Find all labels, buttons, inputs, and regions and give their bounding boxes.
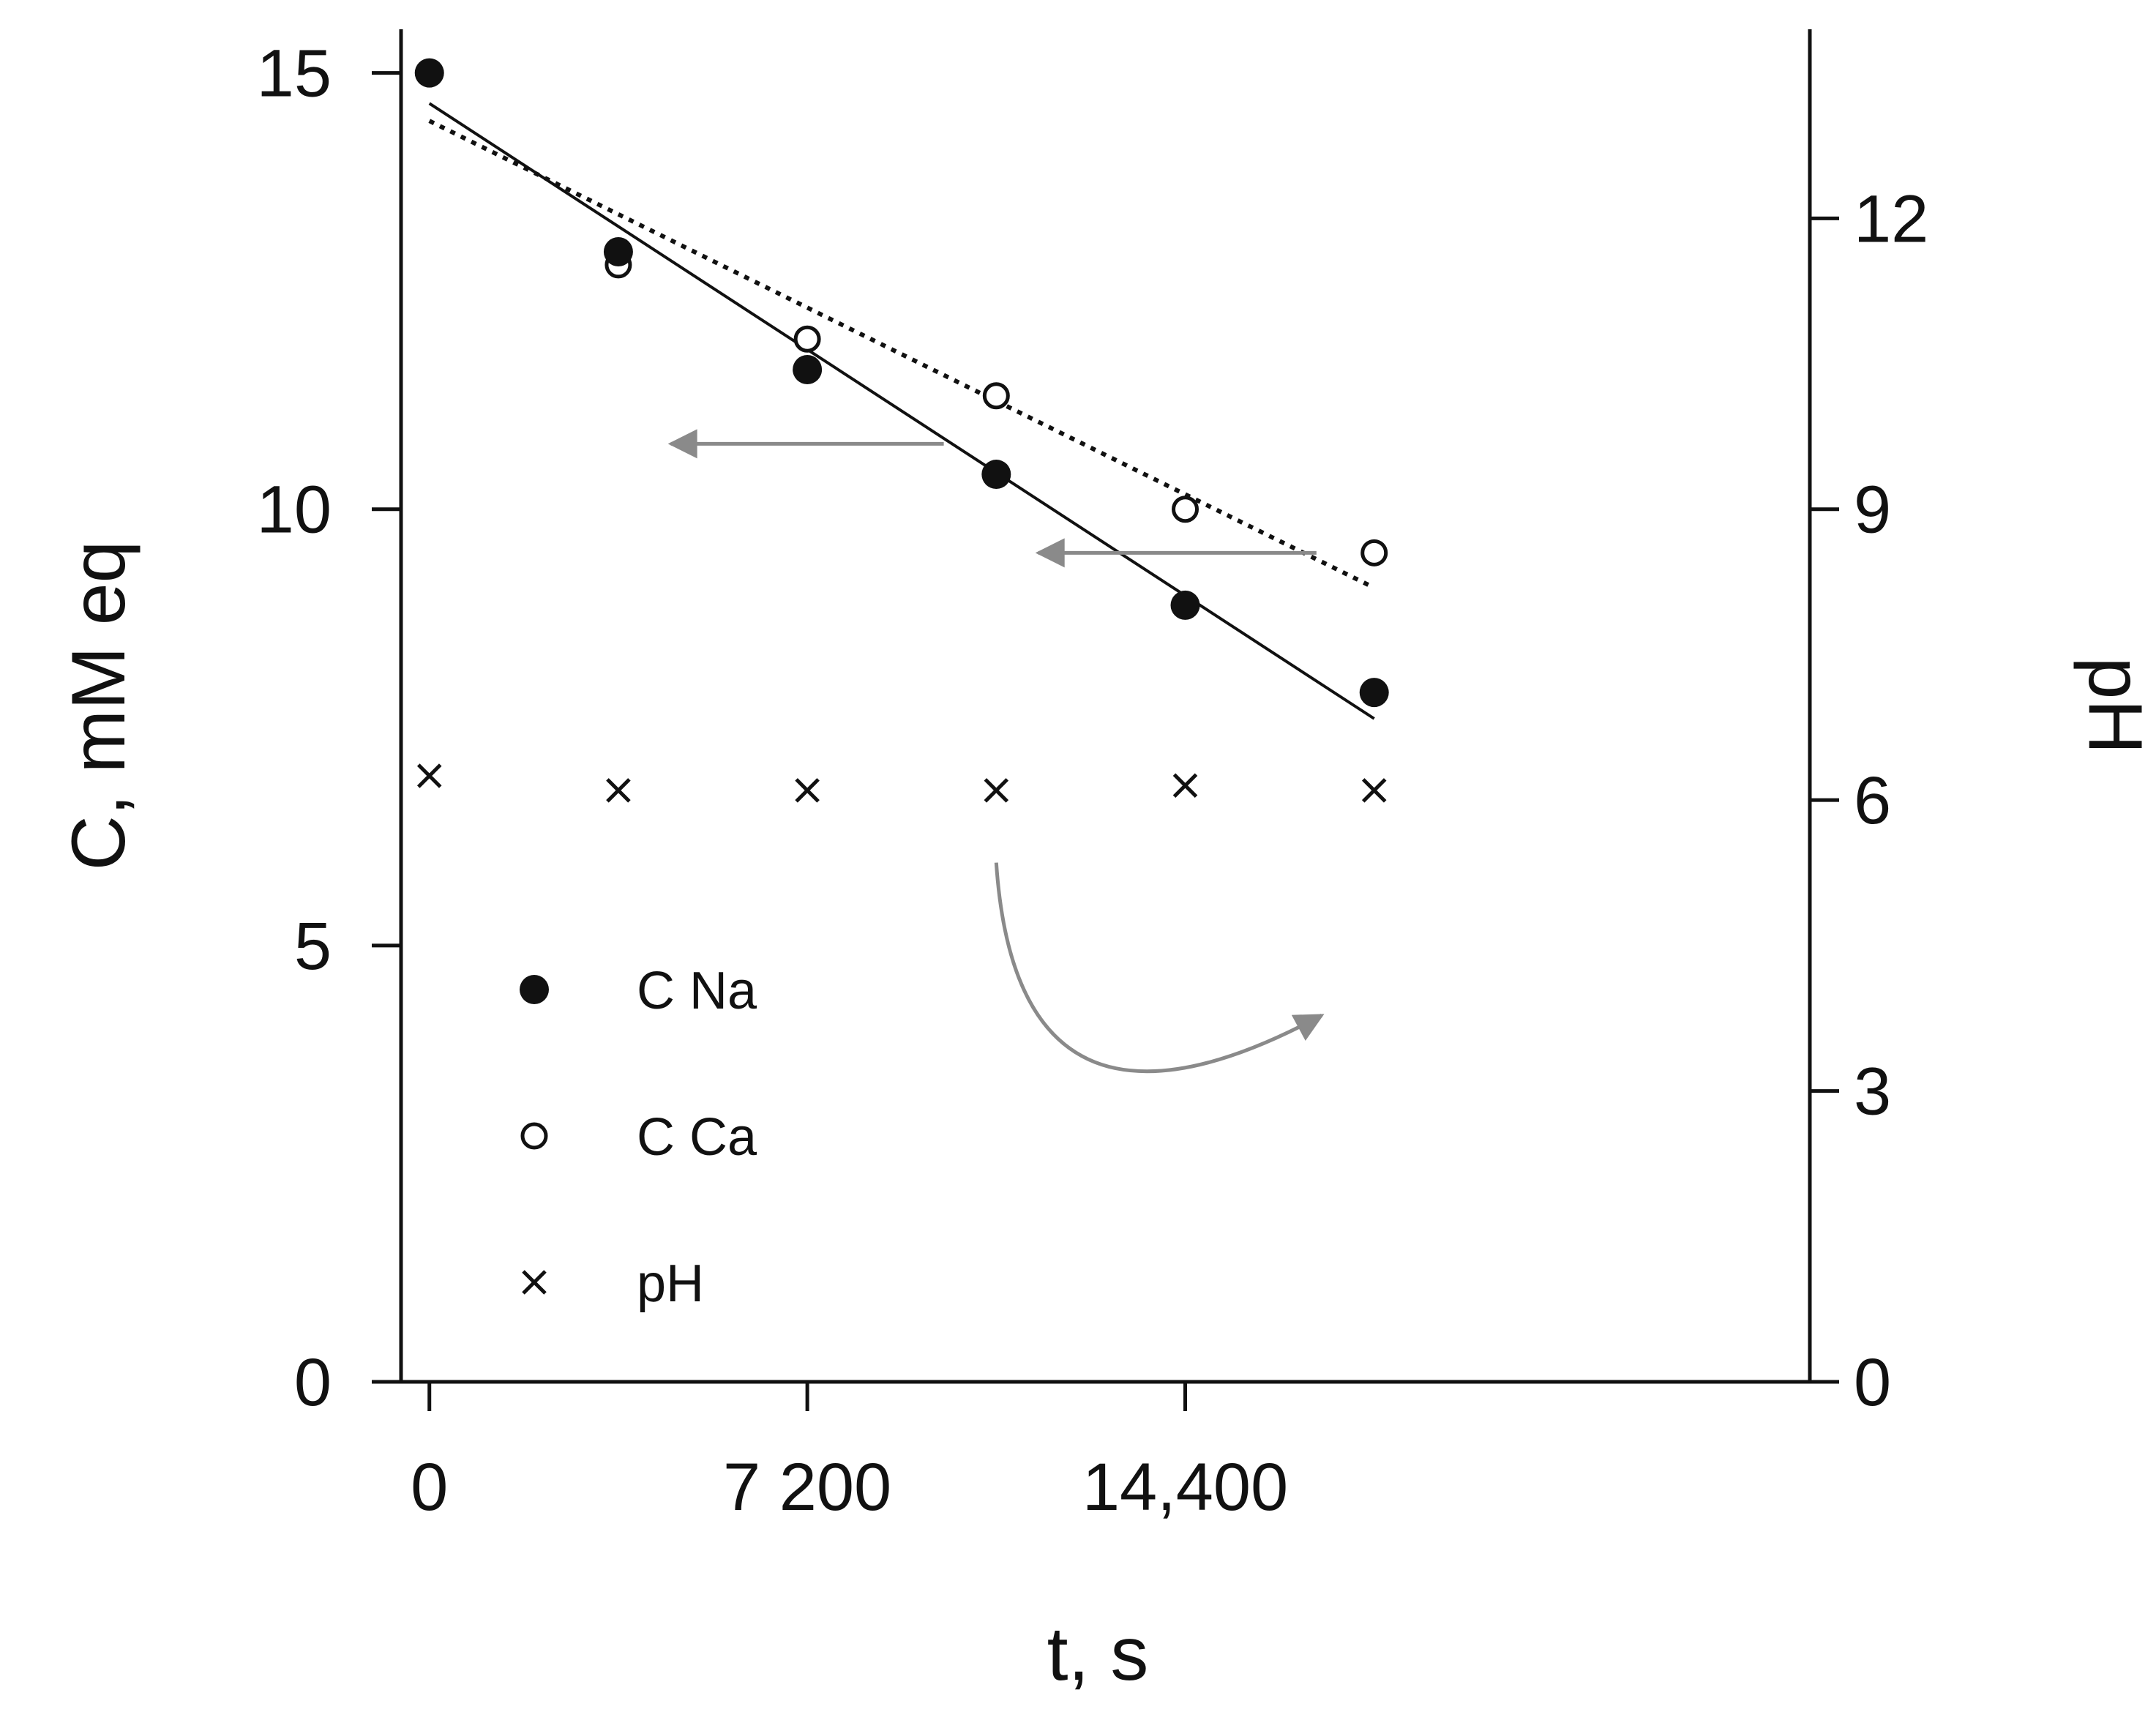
c-na-point: [414, 58, 444, 88]
ph-point: [984, 778, 1009, 803]
c-ca-point: [1172, 496, 1199, 523]
y2-tick-label: 9: [1854, 473, 1891, 547]
ph-point: [795, 778, 820, 803]
data-points: [414, 58, 1389, 803]
annotation-arrows: [667, 429, 1325, 1074]
x-axis-title: t, s: [1047, 1612, 1149, 1697]
fit-line: [428, 119, 1376, 590]
c-na-point: [1170, 590, 1200, 620]
c-na-point: [981, 460, 1011, 490]
legend: C Na C Ca pH: [520, 962, 757, 1313]
y2-axis-title: pH: [2073, 657, 2156, 755]
y2-tick-label: 3: [1854, 1055, 1891, 1129]
legend-label: C Na: [637, 962, 757, 1020]
c-ca-point: [982, 382, 1010, 410]
c-na-point: [603, 237, 633, 267]
legend-label: pH: [637, 1254, 704, 1313]
y-tick-label: 15: [257, 37, 332, 111]
ph-point: [606, 778, 631, 803]
fit-lines: [428, 102, 1376, 720]
c-ca-point: [1360, 539, 1388, 566]
y2-tick-label: 6: [1854, 763, 1891, 838]
y-tick-label: 10: [257, 473, 332, 547]
annotation-arrow-curved: [994, 862, 1325, 1074]
ph-point: [1361, 778, 1387, 803]
c-na-point: [793, 354, 823, 384]
y2-tick-label: 0: [1854, 1345, 1891, 1420]
x-tick-label: 7 200: [723, 1450, 891, 1525]
y-tick-label: 0: [294, 1345, 332, 1420]
legend-label: C Ca: [637, 1108, 757, 1167]
x-tick-label: 0: [411, 1450, 448, 1525]
fit-line: [428, 102, 1375, 720]
ph-point: [1172, 773, 1198, 799]
legend-marker-c-ca: [520, 1122, 548, 1150]
c-na-point: [1359, 678, 1389, 708]
x-tick-label: 14,400: [1082, 1450, 1288, 1525]
y-axis-title: C, mM eq: [56, 541, 141, 871]
ticks: 0 7 200 14,400 0 5 10 15 0 3 6 9 12: [257, 37, 1929, 1525]
y-tick-label: 5: [294, 909, 332, 984]
y2-tick-label: 12: [1854, 182, 1928, 256]
ph-point: [416, 763, 442, 788]
axes: [372, 29, 1812, 1384]
legend-marker-ph: [522, 1270, 547, 1295]
c-ca-point: [793, 325, 821, 353]
legend-marker-c-na: [520, 975, 549, 1004]
